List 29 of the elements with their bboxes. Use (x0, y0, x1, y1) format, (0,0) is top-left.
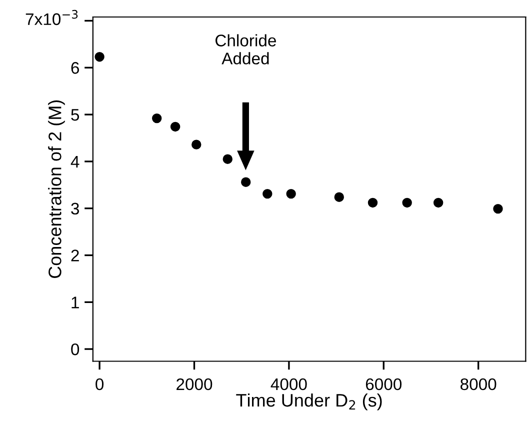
text: 7x10$^{−3}$ (26, 10, 78, 26)
y-tick-label: 4 (70, 156, 80, 168)
x-tick-label: 8000 (460, 378, 496, 390)
annotation: Chloride Added (216, 34, 276, 64)
x-tick-label: 6000 (366, 378, 402, 390)
point (241, 177, 251, 187)
x-tick-label: 0 (96, 378, 104, 390)
point (334, 192, 344, 202)
point (368, 198, 378, 208)
point (152, 113, 162, 124)
y-tick-label: 6 (71, 62, 79, 74)
y-tick-label: 3 (71, 202, 79, 215)
point (262, 188, 272, 199)
y-tick-label: 2 (71, 250, 79, 262)
x-tick-label: 4000 (270, 378, 307, 390)
y-axis-title: Concentration of 2 (M) (48, 100, 65, 278)
x-tick-label: 2000 (176, 378, 212, 390)
y-tick-label: 1 (72, 296, 79, 308)
point (493, 204, 503, 214)
point (402, 198, 412, 208)
point (433, 198, 444, 208)
x-axis-title: Time Under D$_{2}$ (s) (236, 393, 382, 410)
point (94, 52, 104, 62)
point (170, 122, 180, 132)
y-tick-label: 5 (71, 109, 80, 121)
y-tick-label: 0 (71, 343, 80, 356)
point (222, 154, 232, 164)
point (286, 188, 296, 199)
point (192, 140, 202, 150)
